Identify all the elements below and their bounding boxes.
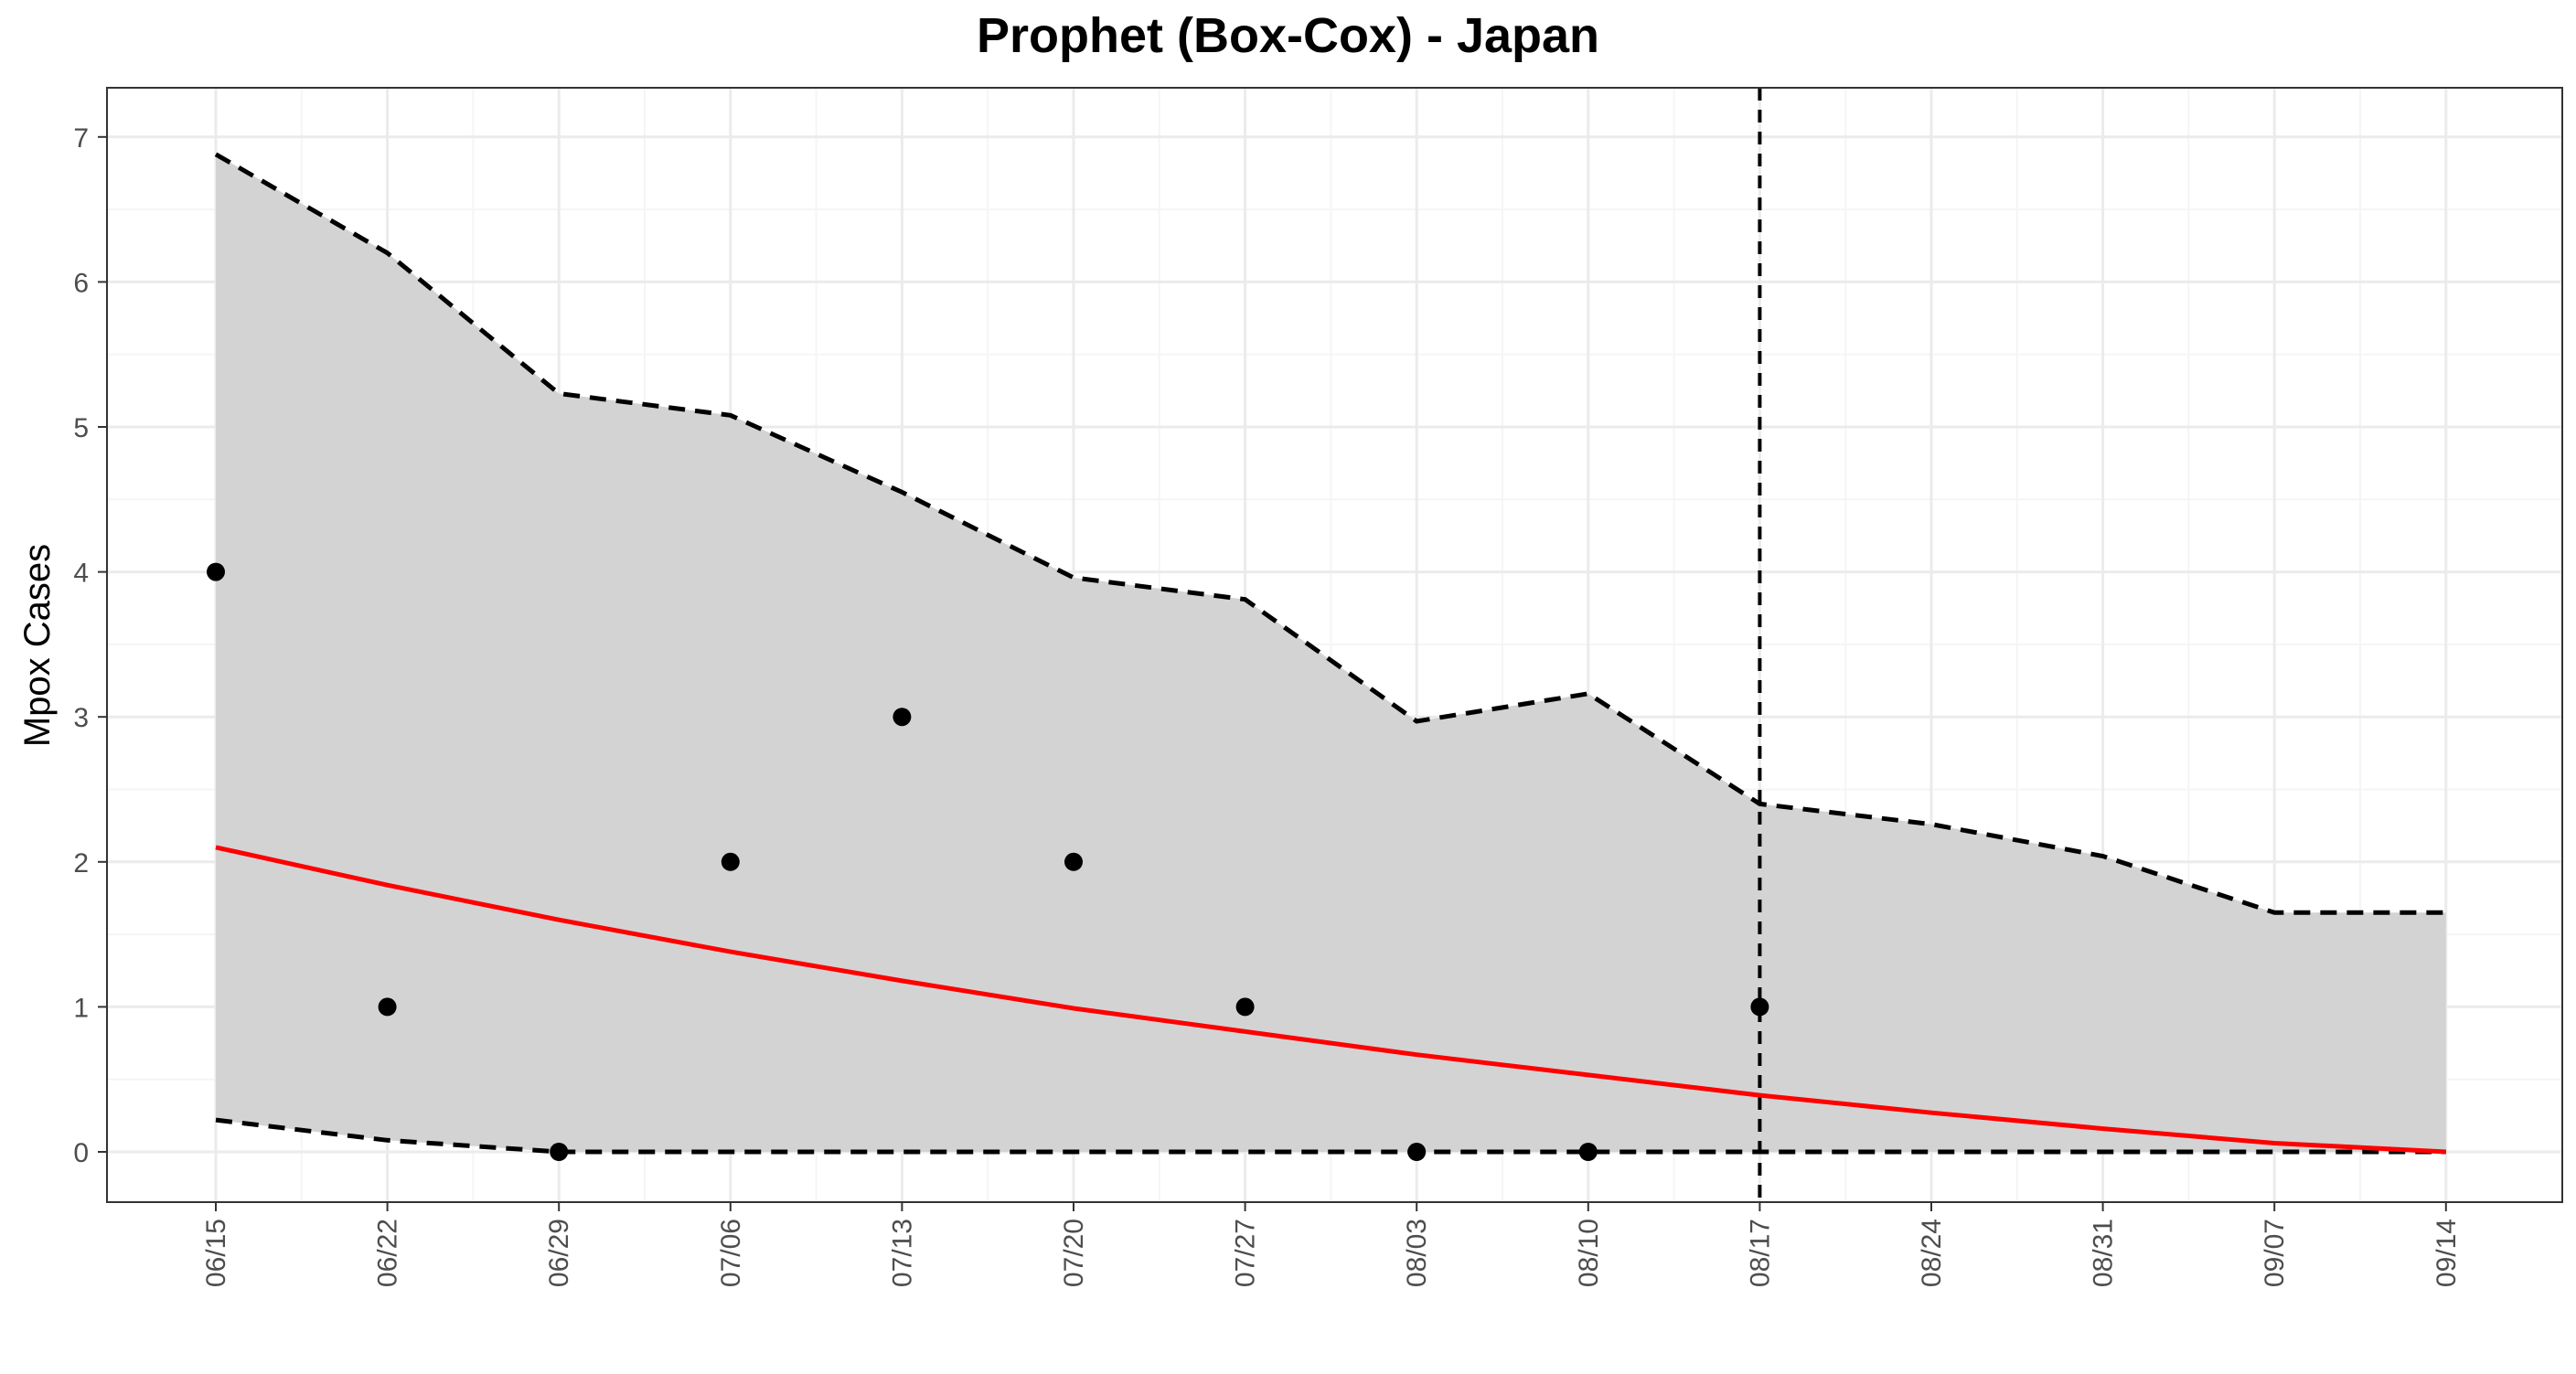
x-tick-label: 07/06 <box>716 1219 746 1287</box>
chart-title: Prophet (Box-Cox) - Japan <box>976 8 1600 63</box>
x-tick-label: 08/24 <box>1917 1219 1947 1287</box>
data-point <box>1578 1143 1598 1161</box>
data-point <box>378 997 397 1017</box>
y-tick-label: 1 <box>73 993 89 1023</box>
data-point <box>550 1143 569 1161</box>
x-tick-label: 07/13 <box>887 1219 917 1287</box>
x-tick-label: 08/17 <box>1745 1219 1775 1287</box>
panel-border <box>106 87 2563 1203</box>
y-tick-label: 2 <box>73 848 89 879</box>
upper-bound-line <box>214 152 2446 915</box>
y-tick-label: 5 <box>73 413 89 443</box>
data-point <box>1235 997 1255 1017</box>
x-tick-label: 06/15 <box>201 1219 231 1287</box>
x-tick-label: 08/03 <box>1402 1219 1432 1287</box>
data-point <box>1064 852 1083 871</box>
x-tick-label: 06/22 <box>373 1219 403 1287</box>
y-tick-label: 4 <box>73 559 89 589</box>
x-tick-label: 07/20 <box>1059 1219 1089 1287</box>
data-point <box>1750 997 1769 1017</box>
observed-points <box>207 562 1769 1161</box>
y-tick-label: 3 <box>73 703 89 733</box>
x-tick-label: 08/31 <box>2089 1219 2119 1287</box>
y-axis: 0 1 2 3 4 5 6 7 <box>73 123 107 1168</box>
y-tick-label: 7 <box>73 123 89 154</box>
y-tick-label: 0 <box>73 1138 89 1168</box>
data-point <box>207 562 225 581</box>
x-tick-label: 07/27 <box>1231 1219 1261 1287</box>
x-axis: 06/15 06/22 06/29 07/06 07/13 07/20 07/27 08/03… <box>201 1202 2462 1287</box>
data-point <box>721 852 740 871</box>
y-tick-label: 6 <box>73 268 89 298</box>
lower-bound-line <box>215 1117 2446 1155</box>
y-axis-title: Mpox Cases <box>17 544 58 747</box>
x-tick-label: 09/14 <box>2432 1219 2462 1287</box>
prediction-interval-ribbon <box>216 154 2446 1152</box>
data-point <box>893 708 912 727</box>
data-point <box>1407 1143 1427 1161</box>
x-tick-label: 06/29 <box>544 1219 574 1287</box>
fitted-trend-line <box>215 845 2446 1155</box>
x-tick-label: 08/10 <box>1574 1219 1604 1287</box>
x-tick-label: 09/07 <box>2260 1219 2290 1287</box>
